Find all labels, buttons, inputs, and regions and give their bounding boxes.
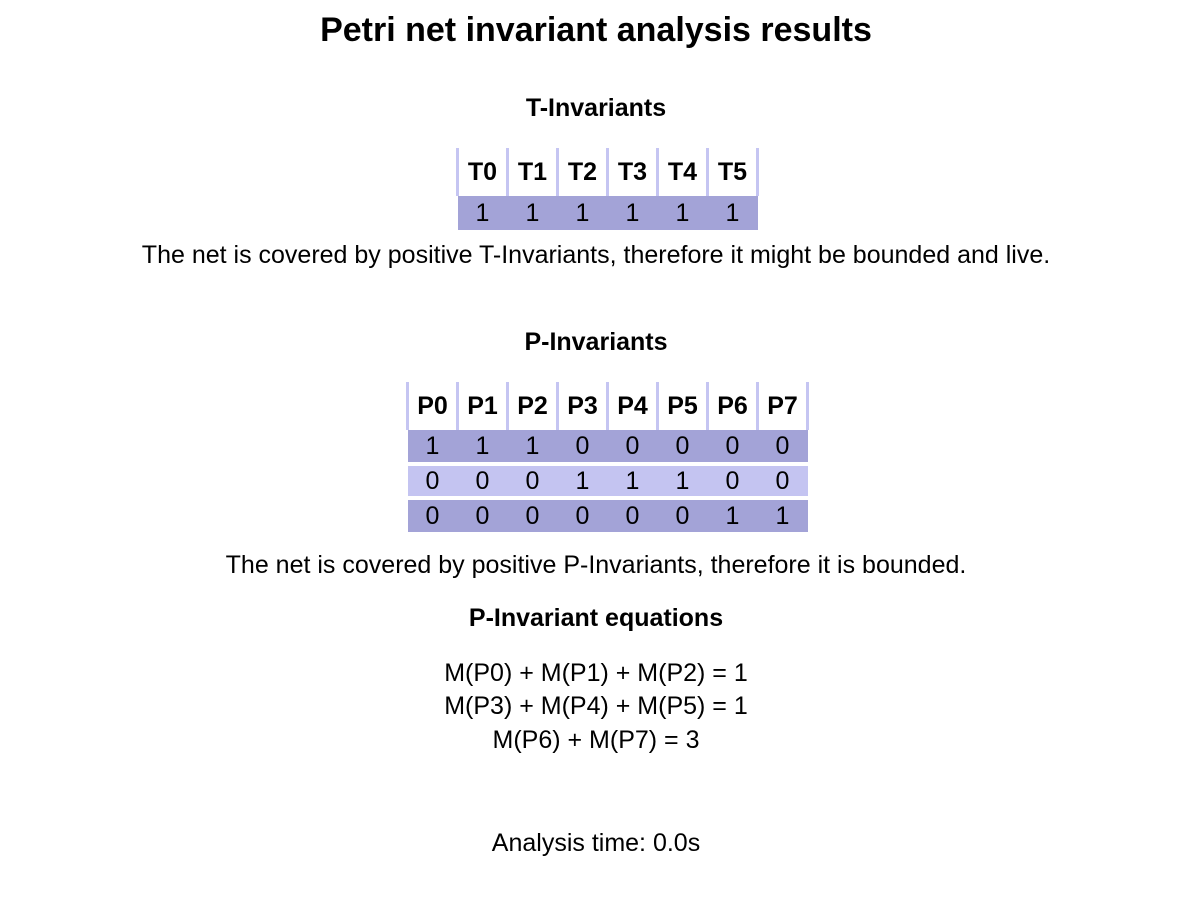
p-invariant-cell: 0 xyxy=(707,462,758,498)
t-invariant-cell: 1 xyxy=(557,196,608,230)
p-invariant-cell: 0 xyxy=(407,462,458,498)
p-invariant-column-header: P7 xyxy=(756,382,809,430)
t-invariant-column-header: T4 xyxy=(656,148,708,196)
p-invariant-cell: 0 xyxy=(457,462,508,498)
p-invariant-cell: 0 xyxy=(557,430,608,464)
p-invariant-cell: 1 xyxy=(407,430,458,464)
t-invariant-column-header: T1 xyxy=(506,148,558,196)
p-invariant-cell: 0 xyxy=(657,430,708,464)
p-invariant-header-row: P0 P1 P2 P3 P4 P5 P6 P7 xyxy=(406,382,809,430)
p-invariant-cell: 0 xyxy=(607,430,658,464)
p-invariant-column-header: P4 xyxy=(606,382,658,430)
p-invariant-cell: 0 xyxy=(757,462,808,498)
t-invariants-table: T0 T1 T2 T3 T4 T5 1 1 1 1 1 1 xyxy=(456,148,759,230)
t-invariant-cell: 1 xyxy=(457,196,508,230)
t-invariant-column-header: T0 xyxy=(456,148,508,196)
p-invariant-column-header: P6 xyxy=(706,382,758,430)
p-invariants-heading: P-Invariants xyxy=(524,328,668,356)
p-invariant-cell: 0 xyxy=(457,496,508,532)
p-invariant-cell: 1 xyxy=(457,430,508,464)
t-invariant-column-header: T3 xyxy=(606,148,658,196)
p-invariants-message: The net is covered by positive P-Invaria… xyxy=(225,551,967,579)
t-invariant-header-row: T0 T1 T2 T3 T4 T5 xyxy=(456,148,759,196)
equations-heading: P-Invariant equations xyxy=(468,604,724,632)
p-invariant-cell: 0 xyxy=(757,430,808,464)
t-invariant-cell: 1 xyxy=(507,196,558,230)
p-invariant-cell: 0 xyxy=(407,496,458,532)
p-invariant-cell: 0 xyxy=(707,430,758,464)
p-invariant-column-header: P2 xyxy=(506,382,558,430)
p-invariant-column-header: P5 xyxy=(656,382,708,430)
p-invariant-cell: 0 xyxy=(507,462,558,498)
p-invariant-column-header: P1 xyxy=(456,382,508,430)
t-invariant-cell: 1 xyxy=(657,196,708,230)
equation-line: M(P3) + M(P4) + M(P5) = 1 xyxy=(444,692,748,720)
equation-line: M(P6) + M(P7) = 3 xyxy=(492,726,700,754)
p-invariant-cell: 1 xyxy=(657,462,708,498)
p-invariant-cell: 1 xyxy=(507,430,558,464)
p-invariant-column-header: P0 xyxy=(406,382,458,430)
p-invariant-cell: 1 xyxy=(757,496,808,532)
p-invariant-cell: 1 xyxy=(557,462,608,498)
p-invariant-cell: 0 xyxy=(607,496,658,532)
t-invariant-column-header: T2 xyxy=(556,148,608,196)
t-invariant-column-header: T5 xyxy=(706,148,759,196)
p-invariant-cell: 0 xyxy=(507,496,558,532)
p-invariant-cell: 0 xyxy=(657,496,708,532)
t-invariants-message: The net is covered by positive T-Invaria… xyxy=(141,241,1051,269)
p-invariant-cell: 1 xyxy=(607,462,658,498)
p-invariant-column-header: P3 xyxy=(556,382,608,430)
p-invariants-table: P0 P1 P2 P3 P4 P5 P6 P7 1 1 1 0 0 0 0 0 0 0 0 1 1 1 0 0 0 0 0 0 0 0 1 1 xyxy=(406,382,809,532)
equation-line: M(P0) + M(P1) + M(P2) = 1 xyxy=(444,659,748,687)
page-title: Petri net invariant analysis results xyxy=(320,11,872,49)
t-invariant-cell: 1 xyxy=(607,196,658,230)
t-invariants-heading: T-Invariants xyxy=(525,94,667,122)
t-invariant-cell: 1 xyxy=(707,196,758,230)
p-invariant-cell: 1 xyxy=(707,496,758,532)
p-invariant-cell: 0 xyxy=(557,496,608,532)
analysis-time: Analysis time: 0.0s xyxy=(491,829,701,857)
